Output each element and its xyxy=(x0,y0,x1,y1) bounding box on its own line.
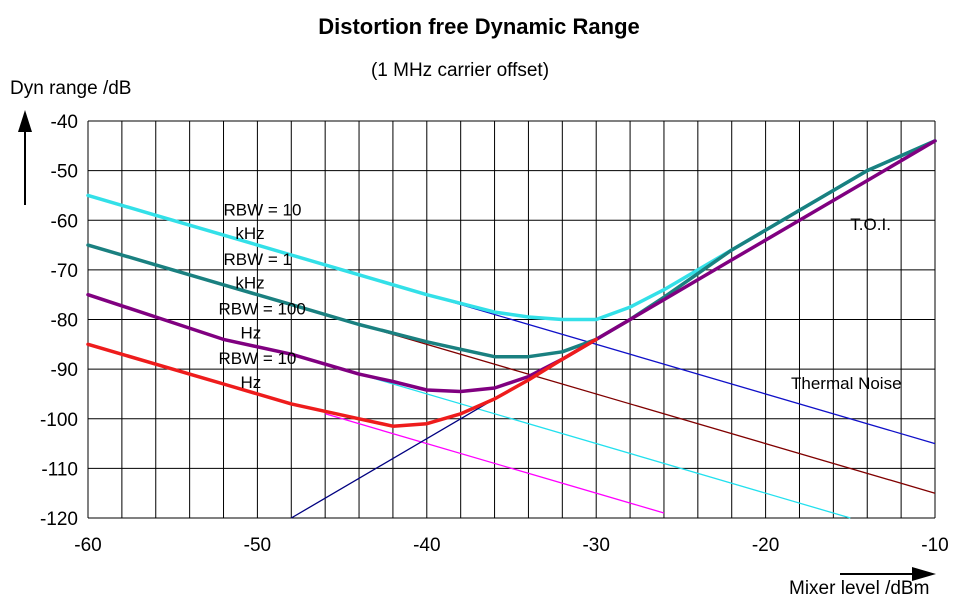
annotation-label: RBW = 1 xyxy=(224,250,293,269)
y-tick-label: -60 xyxy=(51,211,78,232)
annotation-label: kHz xyxy=(235,224,264,243)
annotation-label: T.O.I. xyxy=(850,215,891,234)
annotation-label: Thermal Noise xyxy=(791,374,902,393)
chart-subtitle: (1 MHz carrier offset) xyxy=(370,60,550,81)
axes: -60 -50 -40 -30 -20 -10 -40 -50 -60 -70 -80 -90 -100… xyxy=(18,110,949,581)
thermal-noise-10hz xyxy=(325,413,665,514)
x-tick-label: -20 xyxy=(752,535,779,556)
thermal-noise-100hz xyxy=(291,353,851,519)
annotation-label: Hz xyxy=(240,323,261,342)
x-tick-label: -30 xyxy=(582,535,609,556)
annotation-label: RBW = 10 xyxy=(224,200,302,219)
y-tick-label: -40 xyxy=(51,112,78,133)
annotation-label: RBW = 10 xyxy=(218,349,296,368)
x-axis-label: Mixer level /dBm xyxy=(789,578,930,599)
y-axis-label: Dyn range /dB xyxy=(10,78,132,99)
y-tick-label: -50 xyxy=(51,162,78,183)
y-axis-arrow-head xyxy=(18,110,32,132)
y-tick-label: -90 xyxy=(51,360,78,381)
series-lines xyxy=(86,139,937,428)
annotation-label: kHz xyxy=(235,274,264,293)
annotations: RBW = 10 kHz RBW = 1 kHz RBW = 100 Hz RBW = 10… xyxy=(218,200,901,393)
x-tick-label: -60 xyxy=(74,535,101,556)
y-tick-label: -100 xyxy=(40,410,78,431)
x-axis-arrow-head xyxy=(912,567,936,581)
series-rbw-10-hz xyxy=(86,337,598,428)
annotation-label: Hz xyxy=(240,373,261,392)
x-tick-label: -10 xyxy=(921,535,948,556)
y-tick-label: -80 xyxy=(51,311,78,332)
x-tick-label: -40 xyxy=(413,535,440,556)
thermal-noise-1khz xyxy=(358,323,936,494)
y-tick-label: -70 xyxy=(51,261,78,282)
chart-title: Distortion free Dynamic Range xyxy=(318,14,640,39)
y-tick-label: -110 xyxy=(41,459,78,480)
series-rbw-100-hz xyxy=(86,139,937,394)
series-rbw-1-khz xyxy=(86,139,937,359)
y-tick-label: -120 xyxy=(40,509,78,530)
series-rbw-10-khz xyxy=(86,139,937,322)
annotation-label: RBW = 100 xyxy=(218,300,305,319)
x-tick-label: -50 xyxy=(244,535,271,556)
